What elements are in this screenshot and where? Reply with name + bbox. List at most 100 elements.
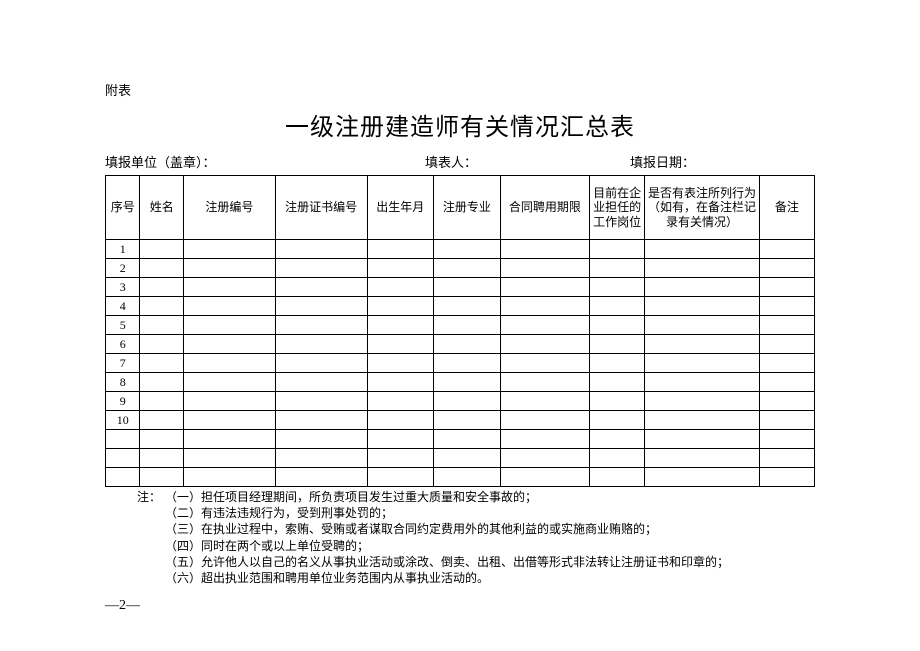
table-row: 9 [106,392,815,411]
table-cell [500,240,589,259]
table-cell [184,468,276,487]
table-cell [434,278,501,297]
attachment-label: 附表 [105,80,815,99]
table-cell [275,316,367,335]
table-cell: 10 [106,411,140,430]
table-cell [500,449,589,468]
table-cell [759,259,814,278]
table-cell [140,468,184,487]
table-cell [140,335,184,354]
table-cell [500,373,589,392]
table-row: 8 [106,373,815,392]
table-cell [759,411,814,430]
table-cell [367,259,434,278]
table-cell [275,373,367,392]
table-cell [275,468,367,487]
table-cell [367,392,434,411]
table-cell [759,316,814,335]
table-cell [645,411,760,430]
table-cell: 3 [106,278,140,297]
table-cell [275,411,367,430]
table-cell [367,430,434,449]
table-cell [590,392,645,411]
table-cell [140,449,184,468]
note-item: （一）担任项目经理期间，所负责项目发生过重大质量和安全事故的； [165,489,815,505]
table-body: 12345678910 [106,240,815,487]
table-cell [140,392,184,411]
table-cell [434,373,501,392]
th-birth: 出生年月 [367,176,434,240]
table-cell [645,259,760,278]
table-cell [184,430,276,449]
table-row: 2 [106,259,815,278]
table-cell [645,392,760,411]
page-number: —2— [105,598,815,614]
table-header-row: 序号 姓名 注册编号 注册证书编号 出生年月 注册专业 合同聘用期限 目前在企业… [106,176,815,240]
table-cell [106,430,140,449]
note-item: （四）同时在两个或以上单位受聘的； [165,538,815,554]
table-cell [590,278,645,297]
table-row: 4 [106,297,815,316]
table-cell [590,354,645,373]
th-seq: 序号 [106,176,140,240]
table-cell [184,335,276,354]
table-cell [367,335,434,354]
meta-date: 填报日期： [630,152,815,171]
table-cell [434,316,501,335]
table-row: 1 [106,240,815,259]
table-row: 7 [106,354,815,373]
table-cell [184,316,276,335]
table-cell [275,430,367,449]
table-cell [367,411,434,430]
table-row: 3 [106,278,815,297]
table-cell [590,316,645,335]
table-cell [434,240,501,259]
table-cell [367,354,434,373]
page-title: 一级注册建造师有关情况汇总表 [105,107,815,142]
th-cert: 注册证书编号 [275,176,367,240]
table-cell [275,278,367,297]
table-cell [275,449,367,468]
table-cell [367,240,434,259]
table-cell [645,430,760,449]
table-cell [500,297,589,316]
table-cell: 8 [106,373,140,392]
table-cell [140,373,184,392]
table-cell [759,297,814,316]
th-position: 目前在企业担任的工作岗位 [590,176,645,240]
table-cell [434,259,501,278]
meta-row: 填报单位（盖章）： 填表人： 填报日期： [105,152,815,171]
table-cell [759,278,814,297]
notes-label: 注： [105,489,165,586]
table-cell [140,297,184,316]
meta-unit: 填报单位（盖章）： [105,152,425,171]
table-cell [275,297,367,316]
table-cell [759,468,814,487]
th-behavior: 是否有表注所列行为（如有，在备注栏记录有关情况） [645,176,760,240]
table-cell [434,335,501,354]
table-cell [645,278,760,297]
table-cell [590,297,645,316]
table-cell [275,335,367,354]
table-cell [184,411,276,430]
table-cell [140,354,184,373]
table-cell [140,278,184,297]
th-reg: 注册编号 [184,176,276,240]
table-cell [275,392,367,411]
table-cell [500,335,589,354]
table-cell [367,278,434,297]
table-cell [434,392,501,411]
table-cell [759,449,814,468]
th-remark: 备注 [759,176,814,240]
table-cell [645,449,760,468]
table-cell [590,335,645,354]
table-cell [645,373,760,392]
table-cell [184,392,276,411]
table-cell: 7 [106,354,140,373]
table-cell [590,430,645,449]
table-cell [140,316,184,335]
note-item: （二）有违法违规行为，受到刑事处罚的； [165,505,815,521]
table-cell [590,373,645,392]
table-cell [140,411,184,430]
table-cell [275,240,367,259]
